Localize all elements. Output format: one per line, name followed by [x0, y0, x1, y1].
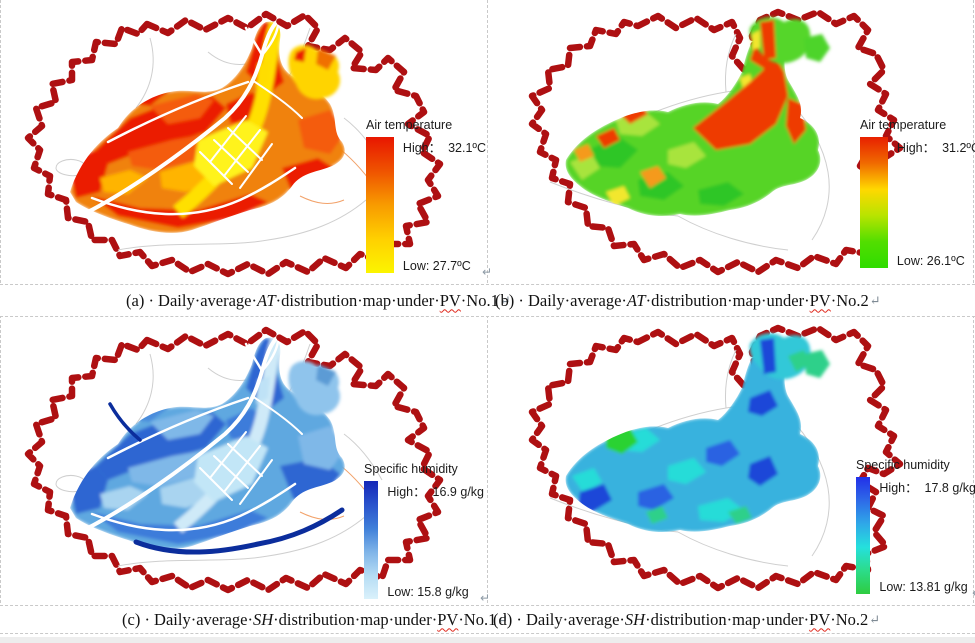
legend-colorbar [366, 137, 394, 273]
humidity-patches [565, 344, 821, 532]
legend-high-label: High： 32.1ºC [402, 141, 486, 155]
return-mark-icon: ↵ [497, 611, 509, 627]
caption-spellcheck-word: PV [439, 290, 461, 310]
northeast-zone [749, 333, 830, 380]
caption-term-italic: SH [624, 609, 646, 629]
caption-text: ·No.2 [830, 609, 869, 629]
next-row-sliver [0, 637, 975, 643]
caption-spellcheck-word: PV [809, 609, 831, 629]
legend-air-temperature: Air temperature High： 31.2ºC Low: 26.1ºC… [860, 118, 975, 268]
legend-high-label: High： 16.9 g/kg [387, 485, 484, 499]
legend-high-label: High： 31.2ºC [896, 141, 975, 155]
roads [86, 338, 303, 532]
roads [86, 22, 303, 216]
caption-a[interactable]: (a) · Daily·average· AT ·distribution·map·… [0, 285, 613, 316]
legend-low-label: Low: 27.7ºC [402, 259, 471, 273]
return-mark-icon: ↵ [869, 292, 881, 308]
caption-text: (c) · Daily·average· [122, 609, 253, 629]
return-mark-icon: ↵ [481, 265, 492, 279]
legend-title: Air temperature [860, 118, 947, 132]
caption-term-italic: SH [253, 609, 274, 629]
legend-specific-humidity: Specific humidity High： 16.9 g/kg Low: 1… [364, 462, 490, 605]
caption-term-italic: AT [257, 290, 276, 310]
caption-text: ·No.1 [460, 290, 499, 310]
caption-d[interactable]: (d) · Daily·average· SH ·distribution·map·… [488, 606, 975, 633]
map-row-1: Air temperature High： 32.1ºC Low: 27.7ºC… [0, 0, 975, 284]
caption-text: ·distribution·map·under· [645, 290, 810, 310]
map-b [528, 8, 904, 276]
legend-specific-humidity: Specific humidity High： 17.8 g/kg Low: 1… [856, 458, 975, 600]
subdistrict-lines [55, 343, 383, 567]
legend-title: Specific humidity [856, 458, 950, 472]
caption-text: ·No.1 [458, 609, 497, 629]
caption-c[interactable]: (c) · Daily·average· SH ·distribution·map·… [0, 606, 609, 633]
legend-colorbar [856, 477, 871, 594]
map-row-2: Specific humidity High： 16.9 g/kg Low: 1… [0, 316, 975, 605]
northeast-zone [288, 45, 341, 100]
map-d [528, 324, 904, 592]
caption-row-2: (c) · Daily·average· SH ·distribution·map·… [0, 605, 975, 634]
caption-term-italic: AT [626, 290, 646, 310]
caption-text: ·distribution·map·under· [275, 290, 440, 310]
caption-spellcheck-word: PV [809, 290, 831, 310]
map-a [24, 10, 444, 278]
caption-row-1: (a) · Daily·average· AT ·distribution·map·… [0, 284, 975, 317]
return-mark-icon: ↵ [499, 292, 511, 308]
caption-spellcheck-word: PV [437, 609, 459, 629]
panel-c-map-figure[interactable]: Specific humidity High： 16.9 g/kg Low: 1… [0, 316, 490, 605]
river [108, 402, 345, 555]
northeast-zone [288, 361, 341, 416]
caption-text: (a) · Daily·average· [126, 290, 257, 310]
northeast-zone [749, 17, 830, 64]
return-mark-icon: ↵ [869, 611, 881, 627]
caption-text: ·distribution·map·under· [645, 609, 810, 629]
legend-low-label: Low: 13.81 g/kg [879, 580, 968, 594]
panel-b-map-figure[interactable]: Air temperature High： 31.2ºC Low: 26.1ºC… [488, 0, 975, 284]
legend-low-label: Low: 15.8 g/kg [387, 585, 469, 599]
legend-low-label: Low: 26.1ºC [896, 254, 965, 268]
legend-colorbar [364, 481, 379, 599]
panel-a-map-figure[interactable]: Air temperature High： 32.1ºC Low: 27.7ºC… [0, 0, 492, 284]
caption-text: ·No.2 [830, 290, 869, 310]
caption-text: (b) · Daily·average· [495, 290, 627, 310]
caption-b[interactable]: (b) · Daily·average· AT ·distribution·map·… [488, 285, 975, 316]
legend-high-label: High： 17.8 g/kg [879, 481, 975, 495]
legend-colorbar [860, 137, 888, 268]
return-mark-icon: ↵ [479, 591, 490, 605]
subdistrict-lines [549, 33, 830, 251]
caption-text: (d) · Daily·average· [493, 609, 625, 629]
legend-title: Air temperature [366, 118, 453, 132]
return-mark-icon: ↵ [972, 586, 975, 600]
map-c [24, 326, 444, 594]
legend-air-temperature: Air temperature High： 32.1ºC Low: 27.7ºC… [366, 118, 492, 279]
caption-text: ·distribution·map·under· [273, 609, 438, 629]
legend-title: Specific humidity [364, 462, 458, 476]
temperature-patches [565, 28, 821, 217]
panel-d-map-figure[interactable]: Specific humidity High： 17.8 g/kg Low: 1… [488, 316, 975, 605]
